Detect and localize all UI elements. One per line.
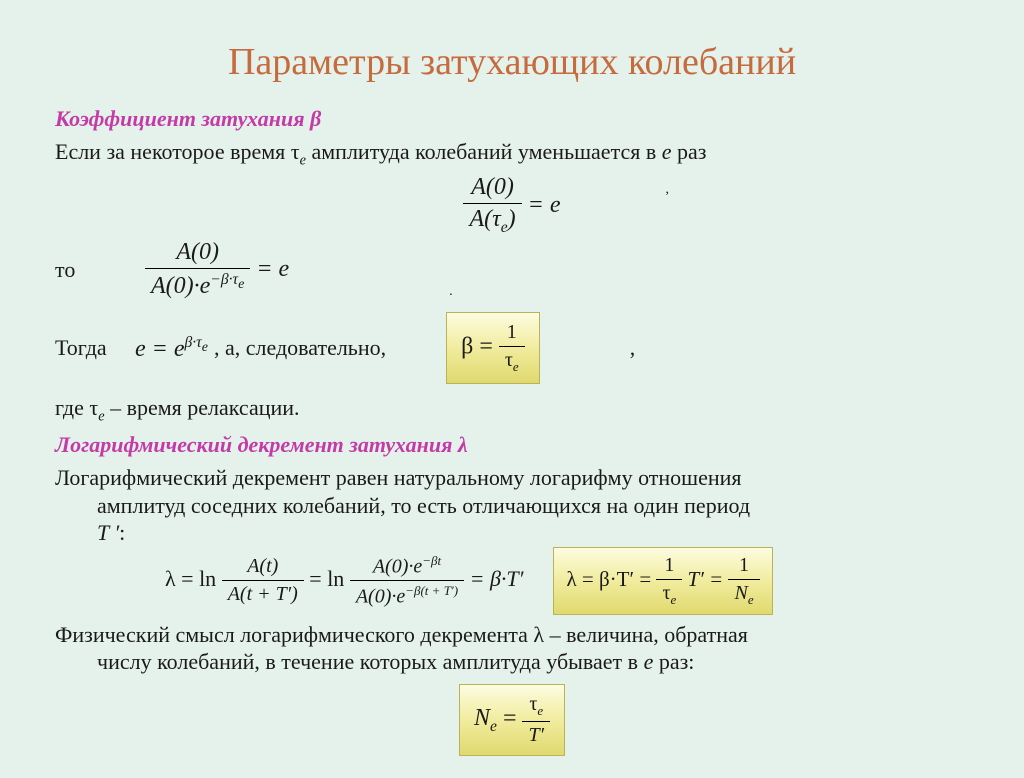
txt: – время релаксации.: [105, 395, 300, 420]
section1-line1: Если за некоторое время τ e амплитуда кол…: [55, 138, 969, 170]
txt: e: [644, 649, 654, 674]
txt: 1: [499, 321, 525, 347]
section1-heading: Коэффициент затухания β: [55, 106, 969, 132]
txt: где τ: [55, 395, 98, 420]
txt: β·τ: [185, 334, 202, 351]
txt: T′: [522, 722, 550, 747]
then2-label: Тогда: [55, 334, 135, 362]
eq5-row: λ = ln A(t) A(t + T′) = ln A(0)·e−βt A(0…: [55, 547, 969, 615]
txt: A(t + T′): [222, 581, 304, 606]
section2-para1: Логарифмический декремент равен натураль…: [55, 464, 969, 547]
eq4-highlight: β = 1 τe: [446, 312, 540, 384]
txt: −β·τ: [210, 271, 238, 288]
txt: Логарифмический декремент равен натураль…: [55, 465, 742, 490]
eq1: A(0) A(τe) = e: [463, 174, 560, 237]
txt: A(0)·e: [356, 586, 405, 608]
txt: e: [662, 139, 672, 164]
txt: = β·T′: [470, 566, 524, 591]
txt: e: [537, 703, 543, 718]
section2-para2: Физический смысл логарифмического декрем…: [55, 621, 969, 676]
txt: β =: [461, 334, 499, 360]
txt: ,: [630, 334, 636, 362]
txt: λ = ln: [165, 566, 216, 591]
txt: :: [119, 520, 125, 545]
txt: ,: [666, 182, 670, 198]
txt: e = e: [135, 336, 185, 362]
eq6-highlight: λ = β·T′ = 1 τe T′ = 1 Ne: [553, 547, 772, 615]
txt: A(t): [222, 555, 304, 581]
txt: A(0)·e: [151, 273, 210, 299]
txt: раз: [672, 139, 707, 164]
txt: =: [503, 705, 523, 731]
txt: = ln: [309, 566, 344, 591]
eq2-row: то A(0) A(0)·e−β·τe = e .: [55, 239, 969, 300]
page-title: Параметры затухающих колебаний: [55, 40, 969, 84]
txt: амплитуда колебаний уменьшается в: [306, 139, 662, 164]
eq3: e = eβ·τe: [135, 334, 208, 363]
txt: A(τ: [469, 206, 500, 232]
txt: 1: [728, 554, 759, 580]
txt: e: [513, 359, 519, 374]
txt: числу колебаний, в течение которых ампли…: [97, 649, 644, 674]
txt: ): [508, 206, 516, 232]
txt: e: [238, 276, 244, 292]
txt: τ: [505, 349, 513, 371]
txt: A(0)·e: [373, 555, 422, 577]
eq7-highlight: Ne = τe T′: [459, 684, 565, 756]
eq1-row: A(0) A(τe) = e ,: [55, 174, 969, 237]
txt: A(0): [463, 174, 521, 204]
txt: N: [474, 705, 490, 731]
txt: Физический смысл логарифмического декрем…: [55, 622, 748, 647]
txt: −βt: [422, 553, 441, 568]
eq3-row: Тогда e = eβ·τe , а, следовательно, β = …: [55, 312, 969, 384]
txt: T′ =: [688, 567, 729, 591]
txt: −β(t + T′): [405, 583, 458, 598]
txt: e: [202, 339, 208, 355]
txt: 1: [656, 554, 682, 580]
where-line: где τe – время релаксации.: [55, 394, 969, 426]
txt: e: [490, 718, 497, 735]
eq7-row: Ne = τe T′: [55, 684, 969, 756]
txt: e: [748, 592, 754, 607]
txt: N: [734, 582, 747, 604]
section2-heading: Логарифмический декремент затухания λ: [55, 432, 969, 458]
txt: e: [501, 219, 508, 236]
txt: T ′: [97, 520, 119, 545]
then-label: то: [55, 256, 145, 284]
txt: Если за некоторое время τ: [55, 139, 300, 164]
txt: A(0): [145, 239, 250, 269]
txt: e: [670, 592, 676, 607]
txt: λ = β·T′ =: [566, 567, 656, 591]
txt: = e: [528, 192, 561, 218]
txt: раз:: [653, 649, 694, 674]
txt: , а, следовательно,: [214, 334, 386, 362]
txt: амплитуд соседних колебаний, то есть отл…: [55, 493, 750, 518]
txt: = e: [256, 256, 289, 282]
eq5: λ = ln A(t) A(t + T′) = ln A(0)·e−βt A(0…: [165, 553, 523, 609]
eq2: A(0) A(0)·e−β·τe = e: [145, 239, 289, 300]
